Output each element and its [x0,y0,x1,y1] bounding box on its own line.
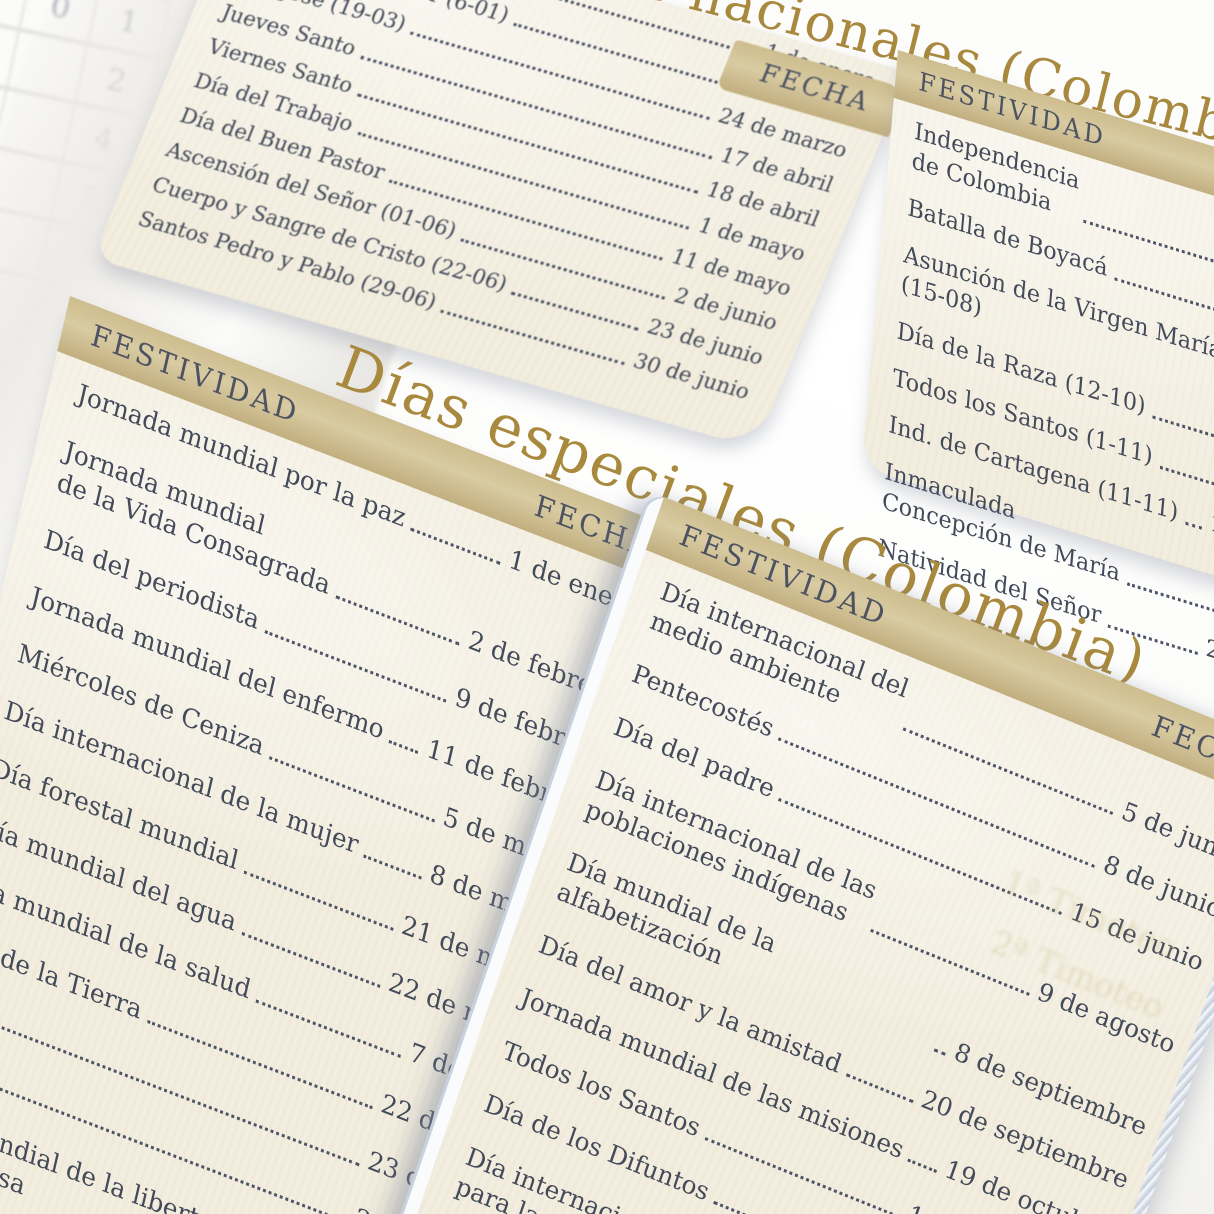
dotted-leader [1152,415,1214,446]
dotted-leader [410,527,501,565]
dotted-leader [1126,582,1214,613]
dotted-leader [1159,465,1214,488]
festivity-date: 25 de diciembre [1204,634,1214,717]
dotted-leader [907,1158,937,1173]
dotted-leader [335,595,460,646]
dotted-leader [1184,521,1202,530]
dotted-leader [363,854,422,880]
dotted-leader [845,1073,914,1103]
dotted-leader [389,740,419,755]
dotted-leader [934,1048,947,1056]
